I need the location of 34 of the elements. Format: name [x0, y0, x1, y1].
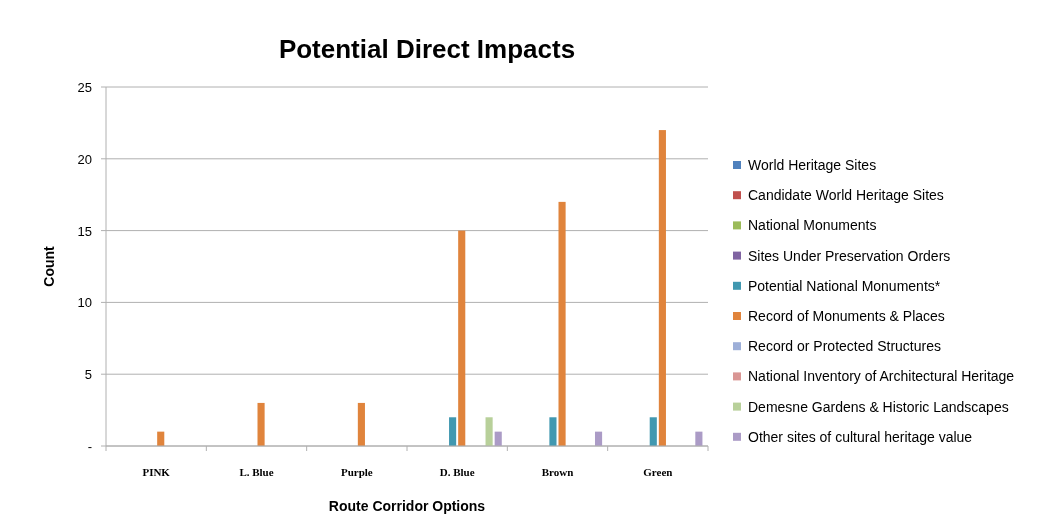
legend-label: Demesne Gardens & Historic Landscapes [748, 398, 1009, 415]
x-tick-label: D. Blue [439, 466, 475, 478]
y-tick-label: 15 [77, 223, 92, 239]
bar [558, 201, 566, 446]
bar [458, 230, 466, 446]
y-tick-label: 25 [77, 80, 92, 95]
y-tick-label: 5 [84, 367, 92, 383]
x-axis-title: Route Corridor Options [328, 498, 486, 514]
legend-label: National Monuments [748, 217, 877, 234]
chart-title: Potential Direct Impacts [278, 34, 576, 64]
x-tick-label: PINK [142, 466, 171, 478]
y-tick-label: 20 [77, 151, 92, 167]
legend-label: Potential National Monuments* [748, 277, 941, 294]
bar [658, 130, 666, 446]
bar [357, 402, 365, 446]
legend-label: World Heritage Sites [748, 157, 877, 173]
x-tick-label: Brown [541, 466, 574, 478]
bar [549, 417, 557, 446]
legend-label: Record or Protected Structures [748, 338, 941, 355]
y-axis-title: Count [41, 245, 57, 287]
legend-label: Record of Monuments & Places [748, 308, 945, 324]
bar [485, 417, 493, 446]
legend-label: Other sites of cultural heritage value [748, 428, 973, 445]
x-tick-label: L. Blue [239, 466, 274, 478]
y-tick-label: 10 [77, 295, 92, 311]
x-tick-label: Purple [340, 466, 373, 478]
bar [649, 417, 657, 446]
bar [449, 417, 457, 446]
y-tick-label: - [87, 439, 92, 454]
x-tick-label: Green [643, 466, 673, 478]
legend-label: National Inventory of Architectural Heritage [748, 368, 1015, 385]
bar [257, 402, 265, 446]
legend-label: Sites Under Preservation Orders [748, 247, 951, 264]
legend-label: Candidate World Heritage Sites [748, 187, 944, 204]
